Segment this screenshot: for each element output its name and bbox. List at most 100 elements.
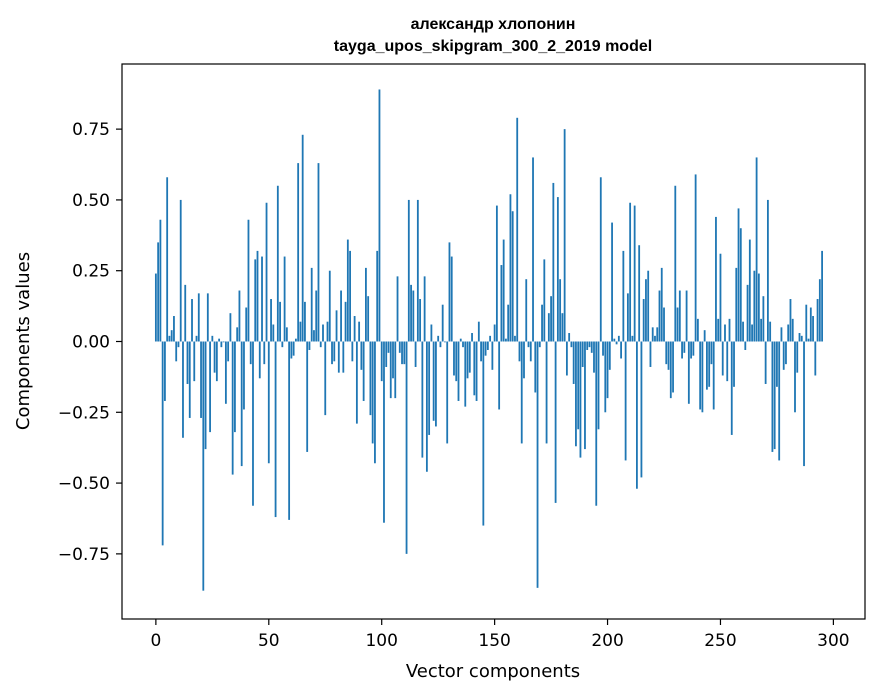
y-tick-label: 0.00 xyxy=(72,333,110,353)
bar xyxy=(541,304,543,342)
bar xyxy=(660,267,663,342)
bar xyxy=(789,299,792,342)
bar xyxy=(175,341,178,362)
bar xyxy=(493,324,496,342)
bar xyxy=(256,250,259,342)
bar xyxy=(430,324,433,342)
bar xyxy=(624,341,627,461)
bar xyxy=(236,327,239,342)
bar xyxy=(371,341,374,444)
bar xyxy=(629,202,632,342)
bar xyxy=(398,341,401,353)
bar xyxy=(534,341,537,393)
bar xyxy=(683,341,686,353)
bar xyxy=(744,341,747,350)
bar xyxy=(337,341,340,373)
bar xyxy=(161,341,164,546)
bar xyxy=(708,341,711,387)
y-axis: −0.75 −0.50 −0.25 0.00 0.25 0.50 0.75 xyxy=(58,120,122,565)
bar xyxy=(157,242,160,342)
bar xyxy=(279,301,281,342)
bar xyxy=(491,341,494,370)
bar xyxy=(561,313,564,342)
bar xyxy=(184,284,187,342)
bar xyxy=(380,341,383,382)
bar xyxy=(687,341,690,404)
x-tick-label: 250 xyxy=(704,631,736,651)
bar xyxy=(211,335,214,342)
bar xyxy=(814,341,817,376)
bar xyxy=(563,129,566,342)
bar xyxy=(200,341,202,418)
bar xyxy=(177,341,180,348)
bar xyxy=(389,341,392,399)
bar xyxy=(721,341,724,376)
bar xyxy=(281,341,284,348)
bar xyxy=(265,202,268,342)
bar xyxy=(719,253,722,342)
bar xyxy=(428,341,431,435)
bar xyxy=(249,341,252,365)
bar xyxy=(170,330,173,342)
bar xyxy=(545,341,548,444)
x-tick-label: 150 xyxy=(478,631,510,651)
bar-series xyxy=(154,89,823,591)
bar xyxy=(805,304,808,342)
bar xyxy=(523,341,525,379)
bar xyxy=(500,265,503,342)
chart-title: александр хлопонин xyxy=(411,16,576,33)
bar xyxy=(547,313,550,342)
bar xyxy=(288,341,291,520)
bar xyxy=(215,341,218,382)
bar xyxy=(710,341,713,365)
bar xyxy=(550,296,552,342)
bar xyxy=(514,335,516,342)
bar xyxy=(821,250,823,342)
x-tick-label: 100 xyxy=(365,631,397,651)
bar xyxy=(374,341,376,464)
bar xyxy=(636,341,638,489)
bar xyxy=(346,239,349,342)
bar xyxy=(638,245,641,342)
bar xyxy=(285,327,288,342)
bar xyxy=(252,341,254,506)
bar xyxy=(543,259,546,342)
bar xyxy=(441,304,444,342)
bar xyxy=(416,199,419,342)
bar xyxy=(331,341,333,365)
bar xyxy=(613,338,616,342)
bar xyxy=(188,341,191,418)
bar xyxy=(791,318,794,342)
bar xyxy=(617,335,620,342)
bar xyxy=(419,299,422,342)
bar xyxy=(480,341,482,362)
bar xyxy=(658,290,661,342)
bar xyxy=(471,333,473,342)
bar xyxy=(376,250,379,342)
bar xyxy=(405,341,408,554)
bar xyxy=(159,219,162,342)
bar xyxy=(292,341,295,356)
bar xyxy=(812,316,814,342)
bar xyxy=(715,216,717,342)
bar xyxy=(222,341,225,343)
bar xyxy=(516,117,519,342)
bar xyxy=(696,318,699,342)
bar xyxy=(739,228,742,342)
bar xyxy=(602,341,604,356)
bar xyxy=(525,279,528,342)
bar xyxy=(631,335,634,342)
bar xyxy=(556,197,559,342)
bar xyxy=(626,293,629,342)
bar xyxy=(484,341,487,356)
bar xyxy=(468,341,471,373)
bar xyxy=(240,341,243,467)
bar xyxy=(529,341,532,362)
bar xyxy=(798,333,801,342)
bar xyxy=(807,338,810,342)
bar xyxy=(717,318,720,342)
bar xyxy=(642,299,645,342)
bar xyxy=(735,267,738,342)
bar xyxy=(308,341,311,350)
